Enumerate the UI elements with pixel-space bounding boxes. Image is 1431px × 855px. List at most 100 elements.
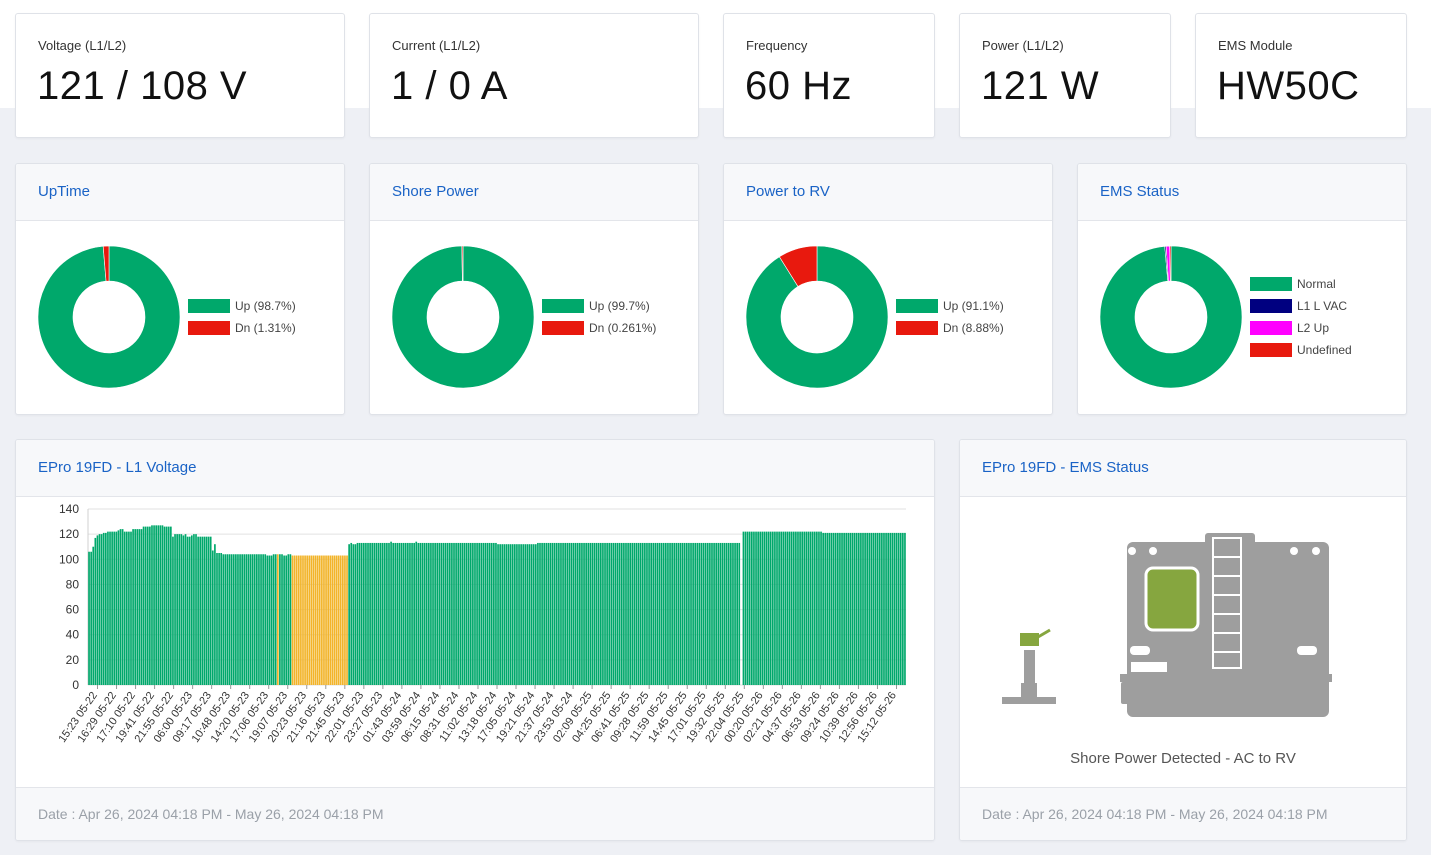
voltage-bar — [304, 555, 306, 685]
voltage-bar — [778, 531, 780, 685]
voltage-bar — [344, 555, 346, 685]
voltage-bar — [501, 544, 504, 685]
donut-hole — [427, 281, 499, 353]
voltage-bar — [614, 542, 617, 685]
voltage-bar — [780, 531, 783, 685]
voltage-bar — [788, 531, 791, 685]
voltage-bar — [853, 532, 856, 685]
card-header: Power to RV — [724, 164, 1052, 221]
voltage-bar — [190, 535, 193, 685]
legend-label: Up (99.7%) — [589, 299, 650, 313]
voltage-bar — [407, 542, 409, 685]
voltage-bar — [279, 554, 281, 685]
voltage-bar — [102, 532, 105, 685]
voltage-bar — [409, 542, 411, 685]
voltage-bar — [184, 534, 187, 685]
voltage-bar — [253, 554, 256, 685]
voltage-bar — [543, 542, 546, 685]
ems-status-text: Shore Power Detected - AC to RV — [1070, 750, 1296, 767]
voltage-bar — [639, 542, 642, 685]
voltage-bar — [180, 534, 183, 685]
voltage-bar — [381, 542, 384, 685]
uptime-donut-chart: Up (98.7%) Dn (1.31%) — [37, 245, 296, 389]
voltage-bar — [333, 555, 336, 685]
voltage-bar — [774, 531, 776, 685]
y-tick-label: 100 — [59, 552, 79, 566]
voltage-bar — [801, 531, 804, 685]
voltage-bar — [855, 532, 858, 685]
voltage-bar — [321, 555, 323, 685]
voltage-bar — [711, 542, 713, 685]
voltage-bar — [379, 542, 382, 685]
voltage-bar — [300, 555, 302, 685]
voltage-bar — [413, 542, 415, 685]
card-footer: Date : Apr 26, 2024 04:18 PM - May 26, 2… — [16, 787, 934, 840]
voltage-bar — [532, 544, 535, 685]
voltage-bar — [109, 531, 111, 685]
voltage-bar — [830, 532, 833, 685]
card-title: Shore Power — [392, 183, 479, 200]
voltage-bar — [866, 532, 869, 685]
voltage-bar — [251, 554, 254, 685]
voltage-bar — [209, 536, 212, 685]
voltage-bar — [228, 554, 231, 685]
voltage-bar — [383, 542, 386, 685]
voltage-bar — [750, 531, 753, 685]
voltage-bar — [790, 531, 793, 685]
voltage-bar — [759, 531, 762, 685]
voltage-bar — [537, 542, 539, 685]
voltage-bar — [851, 532, 854, 685]
voltage-bar — [610, 542, 613, 685]
voltage-bar — [314, 555, 317, 685]
voltage-bar — [346, 555, 348, 685]
voltage-bar — [335, 555, 338, 685]
voltage-bar — [425, 542, 428, 685]
card-header: EPro 19FD - EMS Status — [960, 440, 1406, 497]
voltage-bar — [167, 526, 170, 685]
voltage-bar — [360, 542, 363, 685]
voltage-bar — [769, 531, 772, 685]
legend-swatch — [542, 321, 584, 335]
voltage-bar — [679, 542, 682, 685]
voltage-bar — [646, 542, 648, 685]
voltage-bar — [123, 531, 126, 685]
voltage-stat-card: Voltage (L1/L2) 121 / 108 V — [15, 13, 345, 138]
voltage-bar — [885, 532, 887, 685]
y-tick-label: 140 — [59, 502, 79, 516]
voltage-bar — [174, 534, 176, 685]
y-tick-label: 60 — [66, 603, 80, 617]
legend-label: Up (91.1%) — [943, 299, 1004, 313]
voltage-bar — [551, 542, 554, 685]
card-title: Power to RV — [746, 183, 830, 200]
voltage-bar — [736, 542, 738, 685]
voltage-bar — [121, 529, 124, 685]
voltage-bar — [375, 542, 378, 685]
shore-pedestal-icon — [1002, 628, 1056, 704]
voltage-bar — [161, 525, 164, 685]
voltage-bar — [484, 542, 487, 685]
voltage-bar — [534, 544, 537, 685]
voltage-bar — [857, 532, 860, 685]
voltage-bar — [834, 532, 837, 685]
legend-label: L2 Up — [1297, 321, 1329, 335]
voltage-bar — [306, 555, 309, 685]
voltage-bar — [795, 531, 797, 685]
voltage-bar — [820, 531, 822, 685]
voltage-bar — [354, 544, 357, 685]
stat-value: 121 W — [981, 64, 1100, 108]
rv-rear-icon — [1120, 533, 1332, 717]
voltage-bar — [732, 542, 734, 685]
voltage-bar — [673, 542, 676, 685]
donut-hole — [73, 281, 145, 353]
y-tick-label: 120 — [59, 527, 79, 541]
voltage-bar — [725, 542, 728, 685]
voltage-bar — [465, 542, 468, 685]
voltage-bar — [365, 542, 367, 685]
voltage-bar — [625, 542, 627, 685]
voltage-bar — [629, 542, 632, 685]
voltage-bar — [486, 542, 489, 685]
voltage-bar — [591, 542, 594, 685]
voltage-bar — [224, 554, 227, 685]
voltage-bar — [434, 542, 436, 685]
voltage-bar — [358, 542, 361, 685]
